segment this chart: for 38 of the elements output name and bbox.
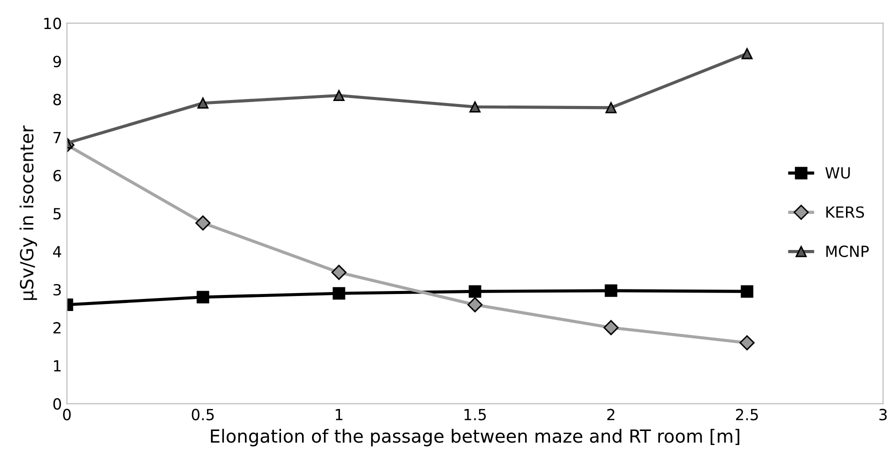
y-tick-label: 0: [53, 398, 62, 410]
x-tick-label: 3: [879, 408, 887, 420]
point: [739, 335, 755, 350]
point: [197, 98, 208, 109]
y-tick-label: 3: [53, 284, 61, 296]
point: [468, 285, 482, 298]
x-tick-label: 0.5: [192, 408, 214, 420]
point: [332, 287, 346, 300]
x-tick-label: 2: [607, 408, 614, 420]
point: [469, 101, 481, 112]
y-tick-label: 5: [54, 208, 61, 220]
point: [603, 320, 619, 336]
y-tick-label: 8: [53, 94, 61, 106]
y-tick-label: 6: [53, 170, 62, 182]
y-tick-label: 4: [53, 246, 62, 258]
y-tick-label: 7: [54, 132, 61, 144]
y-tick-label: 2: [53, 322, 61, 334]
y-tick-label: 10: [44, 18, 62, 30]
x-axis-title: Elongation of the passage between maze and RT room [m]: [210, 428, 740, 446]
point: [740, 285, 754, 298]
point: [196, 290, 210, 304]
y-axis-title: µSv/Gy in isocenter: [20, 125, 38, 300]
legend-label: WU: [825, 167, 850, 179]
legend-label: KERS: [826, 206, 864, 218]
legend-label: MCNP: [826, 246, 869, 258]
y-tick-label: 1: [54, 360, 61, 372]
point: [195, 215, 210, 231]
point: [605, 102, 617, 114]
point: [333, 90, 345, 102]
x-tick-label: 1: [336, 409, 342, 420]
y-tick-label: 9: [53, 56, 61, 68]
x-tick-label: 0: [63, 408, 71, 420]
point: [467, 297, 483, 312]
point: [604, 284, 618, 297]
point: [741, 48, 753, 60]
point: [331, 264, 347, 280]
x-tick-label: 2.5: [736, 408, 758, 420]
x-tick-label: 1.5: [464, 409, 486, 420]
